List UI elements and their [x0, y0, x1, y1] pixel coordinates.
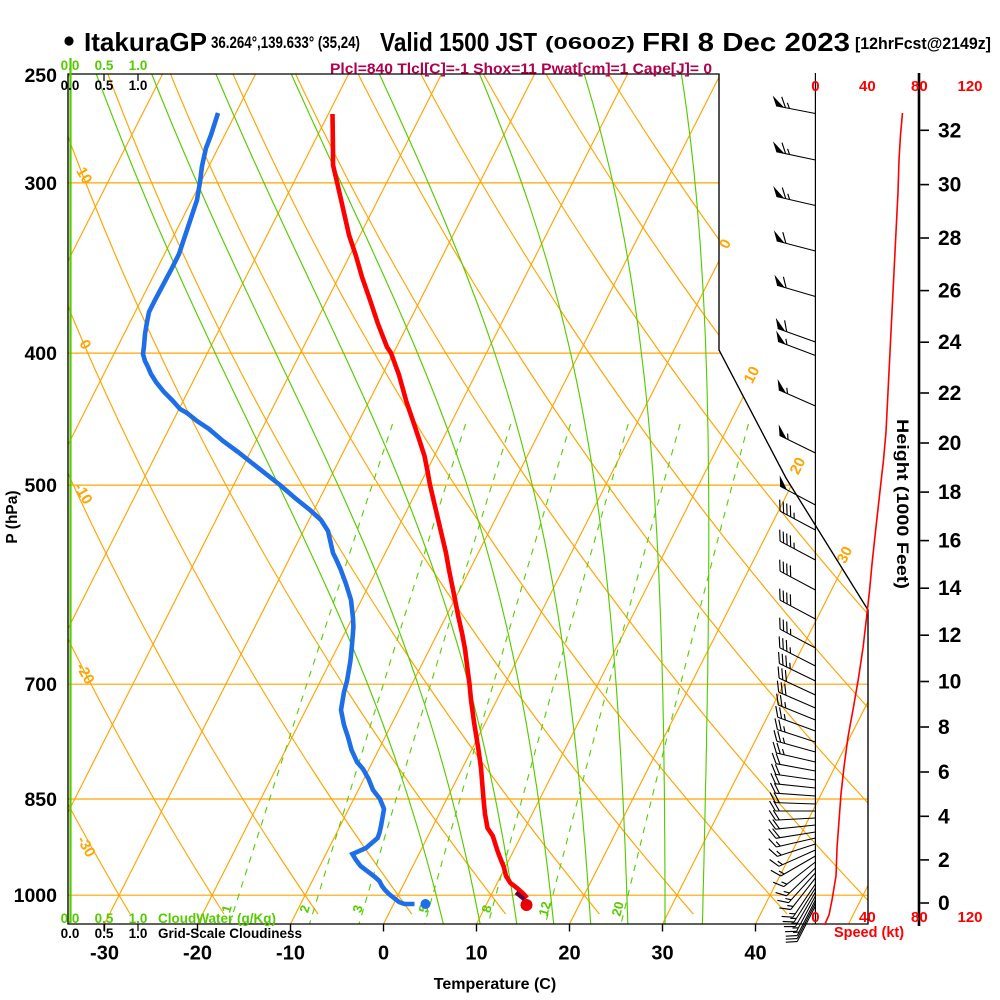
- svg-text:40: 40: [859, 909, 876, 926]
- svg-text:300: 300: [24, 173, 57, 195]
- svg-text:Temperature (C): Temperature (C): [434, 976, 556, 993]
- svg-text:CloudWater (g/Kg): CloudWater (g/Kg): [158, 911, 276, 926]
- svg-text:Speed (kt): Speed (kt): [834, 925, 904, 941]
- svg-text:8: 8: [478, 903, 494, 914]
- svg-text:0.5: 0.5: [95, 911, 114, 926]
- svg-text:4: 4: [938, 805, 950, 828]
- svg-text:12: 12: [536, 900, 554, 918]
- svg-text:700: 700: [24, 674, 57, 696]
- svg-text:0: 0: [938, 892, 950, 915]
- svg-text:80: 80: [911, 78, 928, 95]
- svg-text:24: 24: [938, 331, 962, 354]
- svg-text:40: 40: [859, 78, 876, 95]
- svg-text:250: 250: [24, 65, 57, 87]
- svg-text:1000: 1000: [14, 885, 58, 907]
- svg-text:30: 30: [834, 544, 857, 567]
- svg-text:2: 2: [938, 849, 950, 872]
- svg-text:20: 20: [787, 455, 810, 478]
- svg-text:-20: -20: [183, 943, 212, 965]
- svg-text:30: 30: [651, 943, 673, 965]
- svg-text:12: 12: [938, 624, 961, 647]
- svg-text:10: 10: [465, 943, 487, 965]
- svg-text:10: 10: [938, 671, 961, 694]
- svg-text:Height (1000 Feet): Height (1000 Feet): [893, 419, 911, 589]
- svg-text:0: 0: [378, 943, 389, 965]
- svg-text:0: 0: [811, 909, 819, 926]
- svg-text:P (hPa): P (hPa): [4, 490, 21, 543]
- svg-text:(0600Z): (0600Z): [545, 33, 635, 53]
- svg-text:ItakuraGP: ItakuraGP: [84, 27, 207, 57]
- svg-text:0.5: 0.5: [95, 926, 114, 941]
- svg-text:0.0: 0.0: [61, 911, 80, 926]
- svg-text:1.0: 1.0: [129, 911, 148, 926]
- svg-text:1.0: 1.0: [129, 78, 148, 93]
- svg-text:20: 20: [609, 900, 627, 918]
- svg-text:0.0: 0.0: [61, 926, 80, 941]
- svg-text:30: 30: [938, 174, 961, 197]
- svg-text:0: 0: [811, 78, 819, 95]
- svg-text:8: 8: [938, 716, 950, 739]
- svg-text:0.5: 0.5: [95, 58, 114, 73]
- svg-text:1.0: 1.0: [129, 58, 148, 73]
- svg-text:Grid-Scale Cloudiness: Grid-Scale Cloudiness: [158, 926, 302, 941]
- svg-text:Plcl=840 Tlcl[C]=-1 Shox=11 Pw: Plcl=840 Tlcl[C]=-1 Shox=11 Pwat[cm]=1 C…: [330, 62, 712, 78]
- svg-text:36.264°,139.633° (35,24): 36.264°,139.633° (35,24): [211, 34, 360, 52]
- svg-text:0.0: 0.0: [61, 78, 80, 93]
- svg-text:850: 850: [24, 789, 57, 811]
- svg-text:14: 14: [938, 577, 962, 600]
- svg-text:-10: -10: [276, 943, 305, 965]
- svg-text:80: 80: [911, 909, 928, 926]
- svg-text:20: 20: [938, 432, 961, 455]
- svg-text:20: 20: [558, 943, 580, 965]
- svg-text:16: 16: [938, 530, 961, 553]
- svg-text:6: 6: [938, 761, 950, 784]
- svg-text:120: 120: [957, 78, 982, 95]
- svg-text:1: 1: [218, 903, 234, 914]
- svg-text:2: 2: [296, 903, 312, 914]
- svg-text:-30: -30: [90, 943, 119, 965]
- svg-text:40: 40: [744, 943, 766, 965]
- svg-text:3: 3: [349, 903, 365, 914]
- svg-text:400: 400: [24, 343, 57, 365]
- svg-text:10: 10: [72, 164, 95, 187]
- svg-text:26: 26: [938, 280, 961, 303]
- svg-text:28: 28: [938, 227, 962, 250]
- svg-text:22: 22: [938, 382, 961, 405]
- svg-text:5: 5: [415, 903, 431, 914]
- svg-text:0.0: 0.0: [61, 58, 80, 73]
- svg-text:500: 500: [24, 475, 57, 497]
- svg-text:FRI 8 Dec 2023: FRI 8 Dec 2023: [642, 27, 850, 57]
- svg-text:[12hrFcst@2149z]: [12hrFcst@2149z]: [855, 35, 991, 53]
- svg-text:10: 10: [741, 364, 764, 387]
- svg-text:120: 120: [957, 909, 982, 926]
- svg-text:18: 18: [938, 481, 962, 504]
- svg-text:32: 32: [938, 119, 961, 142]
- svg-text:0.5: 0.5: [95, 78, 114, 93]
- svg-text:Valid 1500 JST: Valid 1500 JST: [380, 27, 537, 57]
- svg-text:1.0: 1.0: [129, 926, 148, 941]
